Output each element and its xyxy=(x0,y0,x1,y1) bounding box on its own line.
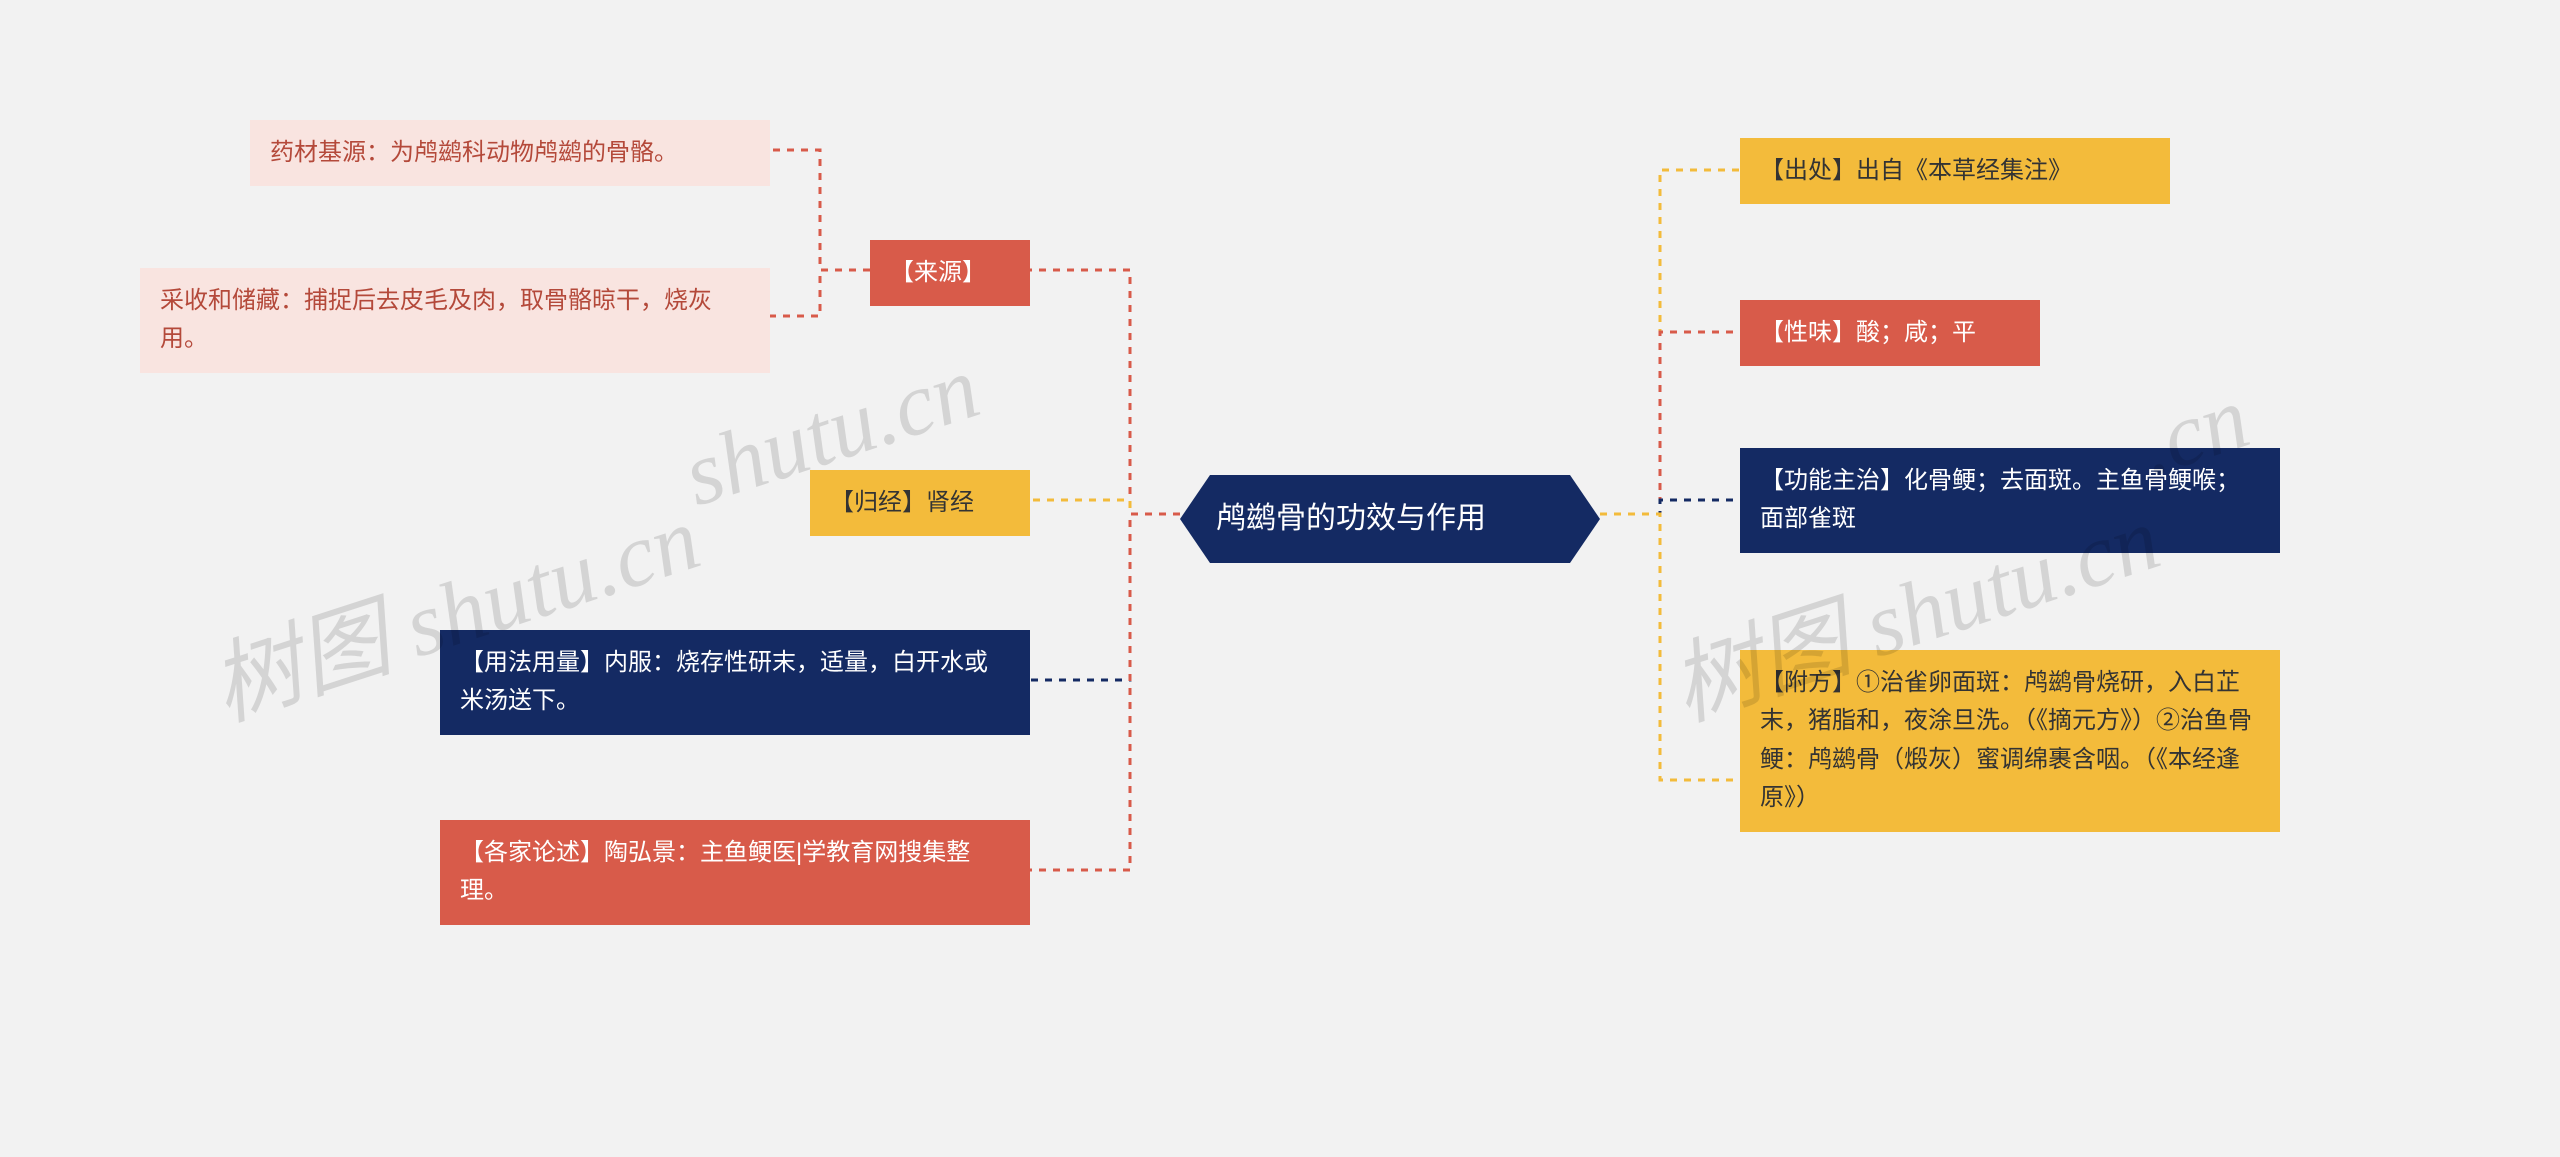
connector-function xyxy=(1600,500,1740,514)
connector-commentary xyxy=(1030,514,1180,870)
node-prescription: 【附方】①治雀卵面斑：鸬鹚骨烧研，入白芷末，猪脂和，夜涂旦洗。（《摘元方》）②治… xyxy=(1740,650,2280,832)
node-dosage: 【用法用量】内服：烧存性研末，适量，白开水或米汤送下。 xyxy=(440,630,1030,735)
node-source: 【来源】 xyxy=(870,240,1030,306)
node-commentary: 【各家论述】陶弘景：主鱼鲠医|学教育网搜集整理。 xyxy=(440,820,1030,925)
connector-source-1 xyxy=(770,150,870,270)
connector-origin xyxy=(1600,170,1740,514)
connector-source-2 xyxy=(770,270,870,316)
connector-prescription xyxy=(1600,514,1740,780)
center-node: 鸬鹚骨的功效与作用 xyxy=(1180,475,1600,563)
connector-taste xyxy=(1600,332,1740,514)
node-function: 【功能主治】化骨鲠；去面斑。主鱼骨鲠喉；面部雀斑 xyxy=(1740,448,2280,553)
connector-meridian xyxy=(1030,500,1180,514)
node-taste: 【性味】酸；咸；平 xyxy=(1740,300,2040,366)
node-source-child-1: 药材基源：为鸬鹚科动物鸬鹚的骨骼。 xyxy=(250,120,770,186)
connector-dosage xyxy=(1030,514,1180,680)
node-meridian: 【归经】肾经 xyxy=(810,470,1030,536)
node-origin: 【出处】出自《本草经集注》 xyxy=(1740,138,2170,204)
connector-source xyxy=(1030,270,1180,514)
node-source-child-2: 采收和储藏：捕捉后去皮毛及肉，取骨骼晾干，烧灰用。 xyxy=(140,268,770,373)
